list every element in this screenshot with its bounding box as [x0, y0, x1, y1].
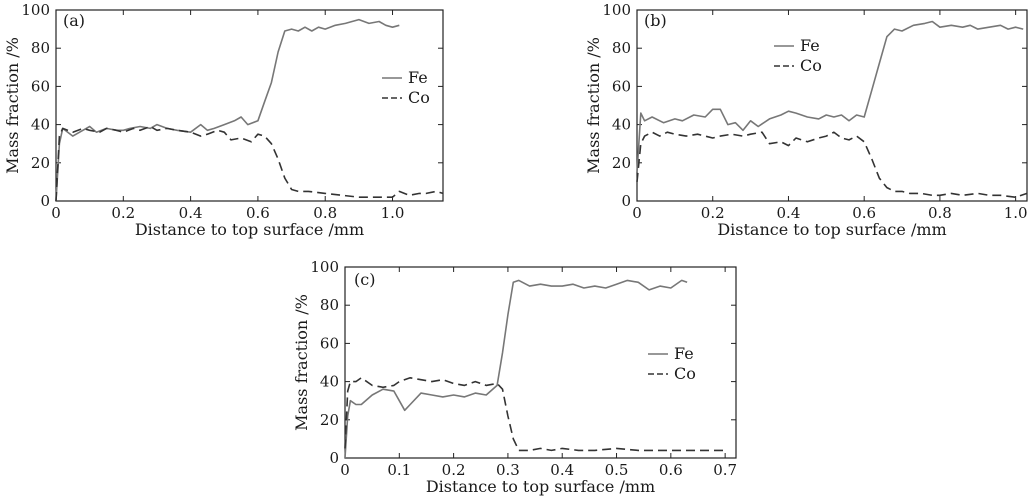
- x-tick-label: 0.6: [659, 461, 683, 479]
- x-tick-label: 0.2: [442, 461, 466, 479]
- x-tick-label: 0: [340, 461, 350, 479]
- x-tick-label: 0.4: [179, 204, 203, 222]
- chart-panel-0: 0 0.2 0.4 0.6 0.8 1.0 0 20 40 60 80 100 Distance to …: [3, 1, 444, 239]
- plot-frame: [55, 9, 444, 202]
- y-tick-label: 80: [612, 39, 631, 57]
- y-tick-label: 20: [612, 154, 631, 172]
- x-tick-label: 0.4: [550, 461, 574, 479]
- x-tick-label: 0.6: [852, 204, 876, 222]
- plot-frame: [636, 9, 1028, 202]
- legend-label-co: Co: [408, 88, 430, 107]
- x-tick-label: 0.1: [387, 461, 411, 479]
- x-tick-label: 0.7: [713, 461, 737, 479]
- y-tick-label: 60: [320, 334, 339, 352]
- x-axis-label: Distance to top surface /mm: [426, 477, 655, 496]
- x-tick-label: 0.6: [246, 204, 270, 222]
- panel-label: (c): [354, 270, 375, 289]
- y-tick-label: 100: [310, 258, 339, 276]
- x-axis-label: Distance to top surface /mm: [717, 220, 946, 239]
- chart-panel-1: 0 0.2 0.4 0.6 0.8 1.0 0 20 40 60 80 100 Distance to …: [584, 1, 1028, 239]
- y-tick-label: 40: [320, 373, 339, 391]
- y-tick-label: 20: [31, 154, 50, 172]
- legend-label-fe: Fe: [800, 36, 820, 55]
- y-tick-label: 100: [602, 1, 631, 19]
- series-line-co: [55, 125, 444, 202]
- series-line-fe: [344, 279, 688, 459]
- panel-label: (b): [644, 11, 667, 30]
- y-tick-label: 80: [31, 39, 50, 57]
- y-tick-label: 20: [320, 411, 339, 429]
- x-tick-label: 0.3: [496, 461, 520, 479]
- x-tick-label: 0.4: [777, 204, 801, 222]
- x-tick-label: 1.0: [381, 204, 405, 222]
- y-axis-label: Mass fraction /%: [584, 37, 603, 174]
- y-tick-label: 40: [612, 116, 631, 134]
- x-axis-label: Distance to top surface /mm: [135, 220, 364, 239]
- y-tick-label: 0: [329, 449, 339, 467]
- x-tick-label: 0.8: [928, 204, 952, 222]
- x-tick-label: 0: [51, 204, 61, 222]
- series-line-fe: [55, 18, 400, 202]
- x-tick-label: 0: [632, 204, 642, 222]
- legend-label-fe: Fe: [408, 68, 428, 87]
- series-line-co: [344, 376, 726, 452]
- x-tick-label: 0.2: [701, 204, 725, 222]
- legend-label-co: Co: [800, 56, 822, 75]
- plot-frame: [344, 266, 737, 459]
- y-tick-label: 80: [320, 296, 339, 314]
- y-tick-label: 60: [31, 77, 50, 95]
- chart-panel-2: 0 0.1 0.2 0.3 0.4 0.5 0.6 0.7 0 20 40 60 80 100 Distan…: [292, 258, 737, 496]
- x-tick-label: 1.0: [1004, 204, 1028, 222]
- y-tick-label: 100: [21, 1, 50, 19]
- legend-label-co: Co: [674, 364, 696, 383]
- series-line-co: [636, 131, 1028, 198]
- y-tick-label: 0: [621, 192, 631, 210]
- y-axis-label: Mass fraction /%: [3, 37, 22, 174]
- legend-label-fe: Fe: [674, 344, 694, 363]
- x-tick-label: 0.5: [605, 461, 629, 479]
- x-tick-label: 0.8: [313, 204, 337, 222]
- y-tick-label: 0: [40, 192, 50, 210]
- series-line-fe: [636, 20, 1024, 173]
- y-tick-label: 60: [612, 77, 631, 95]
- y-tick-label: 40: [31, 116, 50, 134]
- panel-label: (a): [63, 11, 85, 30]
- y-axis-label: Mass fraction /%: [292, 294, 311, 431]
- x-tick-label: 0.2: [111, 204, 135, 222]
